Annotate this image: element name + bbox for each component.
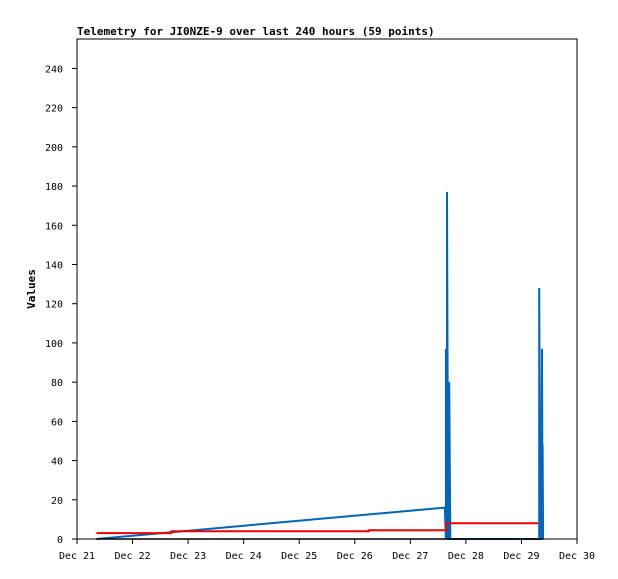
x-tick-label: Dec 25 <box>281 551 317 562</box>
y-tick-label: 140 <box>45 260 63 271</box>
series-line-0 <box>96 191 545 540</box>
y-axis: 0 20 40 60 80 100 120 140 160 180 200 220 240 <box>45 64 77 546</box>
y-tick-label: 80 <box>51 378 63 389</box>
y-tick-label: 240 <box>45 64 63 75</box>
y-tick-label: 100 <box>45 339 63 350</box>
y-axis-label: Values <box>25 269 38 309</box>
y-tick-label: 180 <box>45 182 63 193</box>
x-tick-label: Dec 30 <box>559 551 595 562</box>
plot-area <box>76 38 578 540</box>
y-tick-label: 120 <box>45 300 63 311</box>
x-tick-label: Dec 28 <box>448 551 484 562</box>
x-axis: Dec 21 Dec 22 Dec 23 Dec 24 Dec 25 Dec 26 Dec … <box>59 539 595 562</box>
y-tick-label: 0 <box>57 535 63 546</box>
y-tick-label: 160 <box>45 221 63 232</box>
x-tick-label: Dec 29 <box>503 551 539 562</box>
chart-title: Telemetry for JI0NZE-9 over last 240 hou… <box>77 25 435 38</box>
y-tick-label: 60 <box>51 417 63 428</box>
x-tick-label: Dec 26 <box>337 551 373 562</box>
y-tick-label: 20 <box>51 496 63 507</box>
x-tick-label: Dec 22 <box>114 551 150 562</box>
y-tick-label: 220 <box>45 104 63 115</box>
x-tick-label: Dec 23 <box>170 551 206 562</box>
x-tick-label: Dec 27 <box>392 551 428 562</box>
y-tick-label: 40 <box>51 457 63 468</box>
x-tick-label: Dec 24 <box>226 551 262 562</box>
x-tick-label: Dec 21 <box>59 551 95 562</box>
y-tick-label: 200 <box>45 143 63 154</box>
series-line-1 <box>96 522 539 535</box>
series-group <box>96 191 545 540</box>
